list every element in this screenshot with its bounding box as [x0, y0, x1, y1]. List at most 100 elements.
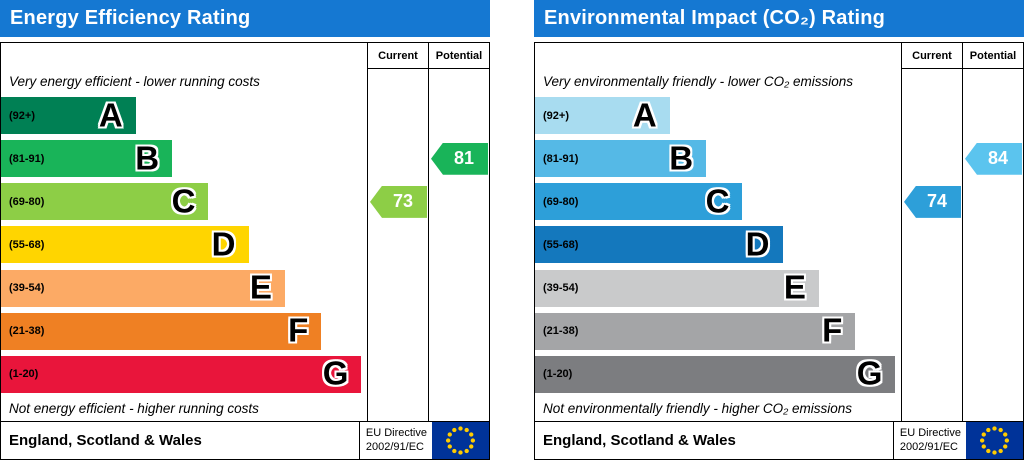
band-bar-a: (92+) A	[1, 96, 136, 135]
band-area: Very environmentally friendly - lower CO…	[535, 43, 901, 421]
band-bar-g: (1-20) G	[1, 354, 362, 393]
band-row-b: (81-91) B	[1, 137, 365, 180]
band-range: (55-68)	[9, 238, 45, 251]
band-range: (39-54)	[9, 282, 45, 295]
potential-column: Potential 84	[962, 43, 1023, 421]
band-bar-c: (69-80) C	[535, 182, 743, 221]
band-range: (1-20)	[543, 368, 573, 381]
top-caption: Very environmentally friendly - lower CO…	[543, 74, 853, 89]
band-letter: E	[249, 268, 272, 306]
potential-column-body: 84	[963, 69, 1023, 421]
band-letter: E	[783, 268, 806, 306]
potential-column: Potential 81	[428, 43, 489, 421]
band-letter: C	[171, 182, 196, 220]
band-row-c: (69-80) C	[1, 180, 365, 223]
eu-directive-text: EU Directive 2002/91/EC	[900, 427, 966, 455]
eu-directive: EU Directive 2002/91/EC	[892, 422, 1023, 459]
potential-column-body: 81	[429, 69, 489, 421]
band-bar-g: (1-20) G	[535, 354, 896, 393]
eu-directive-text: EU Directive 2002/91/EC	[366, 427, 432, 455]
current-column: Current 73	[367, 43, 428, 421]
band-row-g: (1-20) G	[535, 353, 899, 396]
band-row-a: (92+) A	[535, 94, 899, 137]
eu-flag-icon	[966, 422, 1023, 459]
band-bar-d: (55-68) D	[535, 225, 783, 264]
band-bar-e: (39-54) E	[535, 268, 819, 307]
band-letter: B	[135, 139, 160, 177]
band-range: (92+)	[543, 109, 569, 122]
eu-directive: EU Directive 2002/91/EC	[358, 422, 489, 459]
band-letter: G	[856, 354, 883, 392]
chart-title: Energy Efficiency Rating	[0, 0, 490, 37]
energy-efficiency-chart: Energy Efficiency Rating Very energy eff…	[0, 0, 490, 460]
band-letter: D	[211, 225, 236, 263]
band-row-e: (39-54) E	[1, 267, 365, 310]
bottom-caption: Not energy efficient - higher running co…	[9, 401, 259, 416]
band-letter: F	[288, 311, 309, 349]
band-letter: D	[745, 225, 770, 263]
band-bar-f: (21-38) F	[535, 311, 856, 350]
band-bar-d: (55-68) D	[1, 225, 249, 264]
band-bar-b: (81-91) B	[1, 139, 173, 178]
rating-table: Very energy efficient - lower running co…	[0, 42, 490, 460]
region-label: England, Scotland & Wales	[543, 432, 736, 449]
band-letter: A	[632, 96, 657, 134]
top-caption: Very energy efficient - lower running co…	[9, 74, 260, 89]
potential-column-header: Potential	[429, 43, 489, 69]
band-letter: G	[322, 354, 349, 392]
environmental-impact-chart: Environmental Impact (CO₂) Rating Very e…	[534, 0, 1024, 460]
band-letter: B	[669, 139, 694, 177]
eu-directive-line2: 2002/91/EC	[365, 440, 424, 453]
band-range: (92+)	[9, 109, 35, 122]
band-row-b: (81-91) B	[535, 137, 899, 180]
potential-column-header: Potential	[963, 43, 1023, 69]
band-row-a: (92+) A	[1, 94, 365, 137]
band-row-e: (39-54) E	[535, 267, 899, 310]
band-bar-c: (69-80) C	[1, 182, 209, 221]
band-range: (81-91)	[543, 152, 579, 165]
band-bar-a: (92+) A	[535, 96, 670, 135]
eu-flag-icon	[432, 422, 489, 459]
band-range: (21-38)	[9, 325, 45, 338]
chart-title: Environmental Impact (CO₂) Rating	[534, 0, 1024, 37]
band-range: (81-91)	[9, 152, 45, 165]
band-row-c: (69-80) C	[535, 180, 899, 223]
eu-directive-line1: EU Directive	[899, 426, 961, 439]
band-row-f: (21-38) F	[1, 310, 365, 353]
eu-directive-line1: EU Directive	[365, 426, 427, 439]
band-letter: A	[98, 96, 123, 134]
band-row-g: (1-20) G	[1, 353, 365, 396]
bottom-caption: Not environmentally friendly - higher CO…	[543, 401, 853, 416]
current-column: Current 74	[901, 43, 962, 421]
band-bar-e: (39-54) E	[1, 268, 285, 307]
band-range: (21-38)	[543, 325, 579, 338]
band-range: (39-54)	[543, 282, 579, 295]
current-column-header: Current	[368, 43, 428, 69]
band-scale: (92+) A (81-91) B (69-80) C (55-68) D (39-54) E (2…	[1, 94, 367, 396]
rating-table: Very environmentally friendly - lower CO…	[534, 42, 1024, 460]
potential-rating-pointer: 81	[431, 142, 488, 175]
band-letter: C	[705, 182, 730, 220]
band-bar-b: (81-91) B	[535, 139, 707, 178]
band-range: (55-68)	[543, 238, 579, 251]
band-bar-f: (21-38) F	[1, 311, 322, 350]
potential-rating-pointer: 84	[965, 142, 1022, 175]
current-rating-pointer: 73	[370, 185, 427, 218]
chart-footer: England, Scotland & Wales EU Directive 2…	[1, 421, 489, 459]
eu-directive-line2: 2002/91/EC	[899, 440, 958, 453]
band-row-d: (55-68) D	[1, 223, 365, 266]
band-row-d: (55-68) D	[535, 223, 899, 266]
band-row-f: (21-38) F	[535, 310, 899, 353]
chart-footer: England, Scotland & Wales EU Directive 2…	[535, 421, 1023, 459]
band-range: (69-80)	[9, 195, 45, 208]
current-column-body: 73	[368, 69, 428, 421]
band-letter: F	[822, 311, 843, 349]
band-range: (1-20)	[9, 368, 39, 381]
current-rating-pointer: 74	[904, 185, 961, 218]
band-range: (69-80)	[543, 195, 579, 208]
band-scale: (92+) A (81-91) B (69-80) C (55-68) D (39-54) E (2…	[535, 94, 901, 396]
current-column-header: Current	[902, 43, 962, 69]
current-column-body: 74	[902, 69, 962, 421]
region-label: England, Scotland & Wales	[9, 432, 202, 449]
band-area: Very energy efficient - lower running co…	[1, 43, 367, 421]
